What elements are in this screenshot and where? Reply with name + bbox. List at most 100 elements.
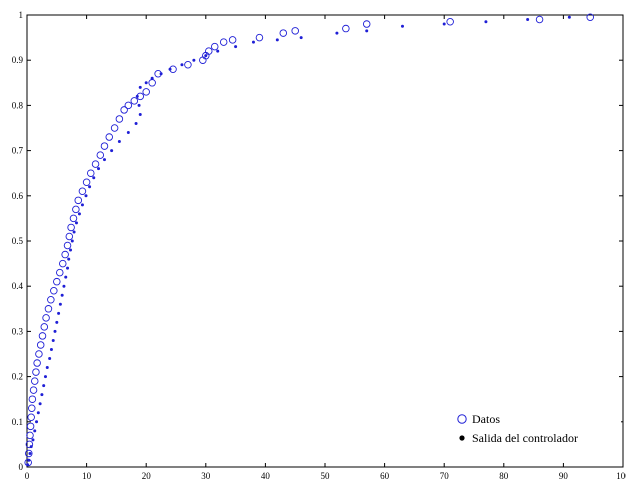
data-point-datos — [67, 223, 75, 232]
data-point-salida — [134, 121, 138, 125]
data-point-datos — [63, 241, 72, 250]
data-point-datos — [25, 440, 34, 449]
data-point-salida — [299, 36, 303, 40]
data-point-datos — [28, 404, 36, 412]
series-datos — [24, 13, 594, 467]
data-point-datos — [105, 133, 113, 141]
data-point-salida — [69, 248, 73, 252]
legend-marker-datos — [457, 414, 467, 424]
data-point-datos — [50, 286, 58, 295]
data-point-salida — [70, 239, 74, 243]
data-point-salida — [138, 85, 142, 89]
data-point-salida — [36, 411, 40, 415]
x-tick-label: 40 — [261, 471, 271, 481]
data-point-datos — [27, 413, 35, 422]
y-tick-label: 1 — [19, 10, 24, 20]
data-point-salida — [102, 158, 106, 162]
data-point-salida — [275, 38, 279, 42]
legend-marker-salida — [459, 435, 465, 441]
data-point-datos — [38, 332, 47, 340]
data-point-datos — [29, 386, 38, 394]
legend-label-salida: Salida del controlador — [472, 431, 578, 445]
data-point-salida — [97, 167, 101, 171]
data-point-salida — [150, 76, 154, 80]
plot-area — [26, 14, 624, 468]
data-point-salida — [137, 103, 141, 107]
data-point-salida — [53, 329, 57, 333]
data-point-salida — [168, 67, 172, 71]
data-point-datos — [69, 214, 78, 223]
y-tick-label: 0.6 — [12, 191, 24, 201]
x-tick-label: 80 — [499, 471, 509, 481]
data-point-datos — [59, 259, 67, 268]
data-point-salida — [33, 429, 37, 433]
data-point-datos — [87, 169, 95, 177]
data-point-datos — [362, 20, 371, 28]
data-point-datos — [124, 101, 133, 110]
data-point-datos — [74, 196, 83, 205]
y-tick-label: 0.7 — [12, 146, 24, 156]
data-point-salida — [58, 302, 62, 306]
data-point-datos — [96, 151, 105, 159]
y-tick-label: 0 — [19, 462, 24, 472]
data-point-datos — [115, 115, 124, 123]
data-point-salida — [567, 15, 571, 19]
data-point-datos — [72, 205, 80, 214]
data-point-datos — [535, 15, 544, 24]
data-point-salida — [484, 20, 488, 24]
data-point-datos — [130, 97, 139, 105]
data-point-salida — [57, 311, 61, 315]
data-point-datos — [61, 250, 69, 259]
data-point-datos — [228, 36, 237, 44]
data-point-salida — [442, 22, 446, 26]
data-point-datos — [142, 88, 150, 96]
legend-label-datos: Datos — [472, 412, 500, 426]
data-point-datos — [33, 359, 41, 367]
data-point-datos — [56, 268, 64, 277]
data-point-datos — [40, 323, 49, 331]
x-tick-label: 0 — [25, 471, 30, 481]
x-tick-label: 50 — [321, 471, 331, 481]
y-tick-label: 0.8 — [12, 100, 24, 110]
data-point-salida — [204, 54, 208, 58]
data-point-salida — [62, 284, 66, 288]
data-point-salida — [110, 149, 114, 153]
data-point-salida — [135, 94, 139, 98]
y-tick-label: 0.4 — [12, 281, 24, 291]
data-point-salida — [77, 212, 81, 216]
data-point-datos — [219, 38, 228, 46]
data-point-salida — [80, 203, 84, 207]
data-point-datos — [30, 377, 39, 385]
series-salida-del-controlador — [26, 15, 571, 467]
data-point-salida — [138, 112, 142, 116]
data-point-datos — [342, 24, 350, 33]
data-point-datos — [36, 341, 45, 349]
data-point-salida — [365, 29, 369, 33]
data-point-datos — [100, 142, 109, 150]
y-tick-label: 0.5 — [12, 236, 24, 246]
legend: Datos Salida del controlador — [449, 408, 621, 452]
data-point-salida — [400, 24, 404, 28]
data-point-datos — [205, 47, 213, 55]
data-point-salida — [42, 384, 46, 388]
data-point-datos — [78, 187, 87, 196]
data-point-salida — [251, 40, 255, 44]
data-point-datos — [210, 42, 219, 51]
data-point-salida — [192, 58, 196, 62]
y-tick-label: 0.9 — [12, 55, 24, 65]
data-point-salida — [29, 445, 33, 449]
data-point-salida — [92, 176, 96, 180]
data-point-salida — [28, 451, 32, 455]
data-point-datos — [35, 350, 43, 358]
data-point-datos — [53, 277, 61, 286]
data-point-salida — [88, 185, 92, 189]
data-point-salida — [526, 18, 530, 22]
data-point-datos — [42, 314, 50, 322]
data-point-salida — [35, 420, 39, 424]
data-point-datos — [32, 368, 40, 376]
data-point-salida — [180, 63, 184, 67]
data-point-datos — [28, 395, 37, 403]
data-point-salida — [27, 458, 31, 462]
data-point-salida — [49, 347, 53, 351]
